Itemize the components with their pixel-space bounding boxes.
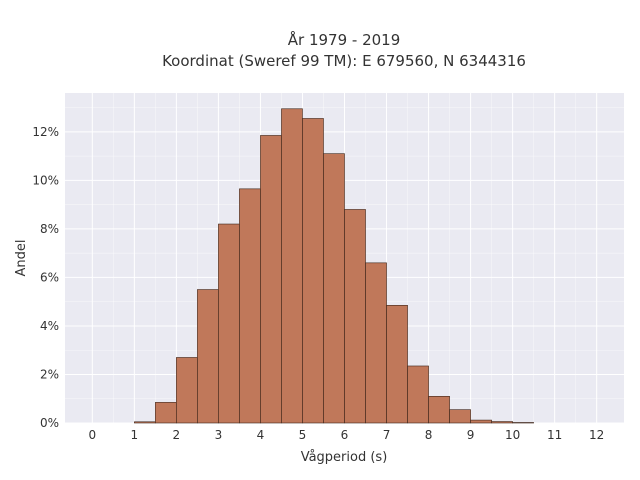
x-tick-label: 1 xyxy=(131,428,139,442)
y-tick-label: 10% xyxy=(32,173,59,187)
x-tick-label: 7 xyxy=(383,428,391,442)
y-tick-label: 4% xyxy=(40,319,59,333)
x-tick-label: 5 xyxy=(299,428,307,442)
histogram-bar xyxy=(218,223,240,424)
x-tick-label: 3 xyxy=(215,428,223,442)
x-tick-label: 12 xyxy=(589,428,604,442)
histogram-bar xyxy=(155,402,177,424)
histogram-bar xyxy=(239,188,261,424)
histogram-bar xyxy=(323,153,345,424)
histogram-bar xyxy=(260,135,282,424)
histogram-bar xyxy=(176,357,198,424)
x-tick-label: 6 xyxy=(341,428,349,442)
y-tick-label: 0% xyxy=(40,416,59,430)
histogram-bar xyxy=(428,396,450,424)
x-tick-label: 2 xyxy=(173,428,181,442)
y-axis-label: Andel xyxy=(14,240,29,277)
histogram-bar xyxy=(281,108,303,424)
histogram-bar xyxy=(491,421,513,424)
y-tick-label: 2% xyxy=(40,367,59,381)
histogram-bar xyxy=(386,305,408,424)
histogram-bar xyxy=(449,409,471,424)
x-tick-label: 10 xyxy=(505,428,520,442)
x-tick-label: 11 xyxy=(547,428,562,442)
histogram-bar xyxy=(470,419,492,424)
x-tick-label: 4 xyxy=(257,428,265,442)
x-axis-ticks: 0 1 2 3 4 5 6 7 8 9 10 11 12 xyxy=(88,428,604,442)
bars xyxy=(134,108,534,424)
histogram-bar xyxy=(302,118,324,424)
chart-subtitle: Koordinat (Sweref 99 TM): E 679560, N 63… xyxy=(162,52,526,70)
chart-title: År 1979 - 2019 xyxy=(288,30,401,49)
x-tick-label: 8 xyxy=(425,428,433,442)
histogram-bar xyxy=(197,289,219,424)
histogram-bar xyxy=(365,262,387,424)
y-tick-label: 8% xyxy=(40,222,59,236)
histogram-bar xyxy=(512,422,534,424)
histogram-bar xyxy=(134,421,156,424)
y-tick-label: 6% xyxy=(40,270,59,284)
x-tick-label: 0 xyxy=(88,428,96,442)
y-tick-label: 12% xyxy=(32,125,59,139)
histogram-bar xyxy=(344,209,366,424)
x-axis-label: Vågperiod (s) xyxy=(301,450,388,465)
x-tick-label: 9 xyxy=(467,428,475,442)
y-axis-ticks: 0% 2% 4% 6% 8% 10% 12% xyxy=(32,125,59,430)
histogram-bar xyxy=(407,365,429,424)
